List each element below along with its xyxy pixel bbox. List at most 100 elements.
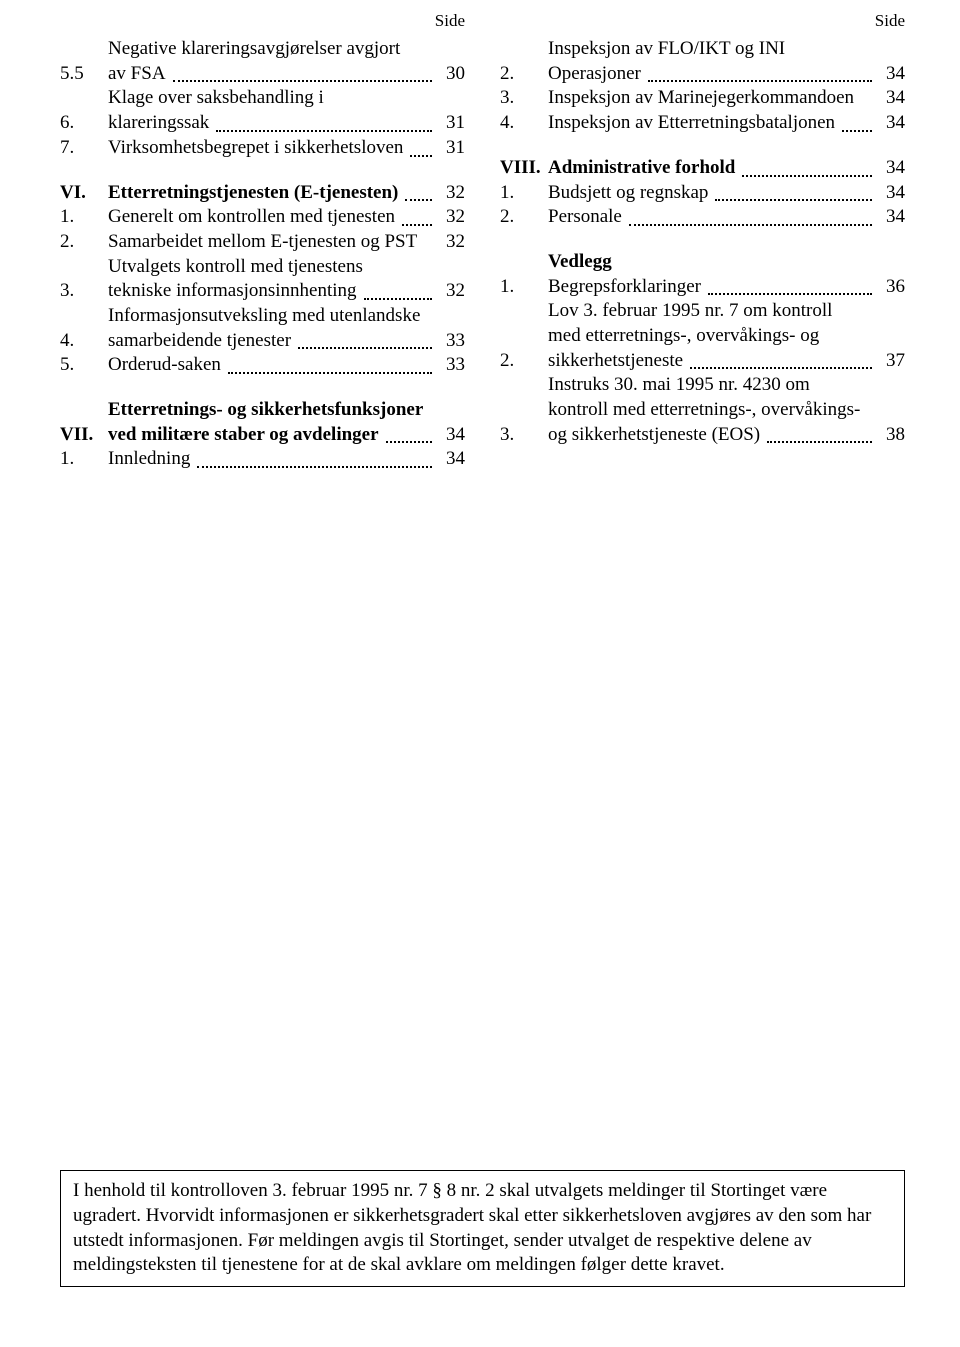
- toc-last-line: og sikkerhetstjeneste (EOS): [548, 423, 875, 448]
- toc-number: 1.: [60, 205, 108, 230]
- toc-last-line: av FSA: [108, 62, 435, 87]
- toc-last-text: ved militære staber og avdelinger: [108, 423, 383, 448]
- toc-text: Utvalgets kontroll med tjenestensteknisk…: [108, 255, 435, 304]
- toc-page-number: 34: [875, 111, 905, 136]
- toc-page-number: 33: [435, 353, 465, 378]
- leader-dots: [767, 441, 872, 443]
- toc-last-text: Inspeksjon av Etterretningsbataljonen: [548, 111, 839, 136]
- toc-page-number: 38: [875, 423, 905, 448]
- leader-dots: [629, 224, 872, 226]
- toc-text: Klage over saksbehandling iklareringssak: [108, 86, 435, 135]
- toc-last-line: klareringssak: [108, 111, 435, 136]
- leader-dots: [216, 130, 432, 132]
- leader-dots: [173, 80, 432, 82]
- toc-last-text: klareringssak: [108, 111, 213, 136]
- toc-text: Orderud-saken: [108, 353, 435, 378]
- toc-number: 2.: [500, 205, 548, 230]
- toc-text: Etterretnings- og sikkerhetsfunksjonerve…: [108, 398, 435, 447]
- section-gap: [60, 378, 465, 398]
- toc-last-line: Etterretningstjenesten (E-tjenesten): [108, 181, 435, 206]
- toc-page-number: 34: [435, 447, 465, 472]
- toc-last-text: Samarbeidet mellom E-tjenesten og PST: [108, 230, 421, 255]
- toc-text-line: med etterretnings-, overvåkings- og: [548, 324, 875, 349]
- toc-last-line: Begrepsforklaringer: [548, 275, 875, 300]
- toc-last-line: Virksomhetsbegrepet i sikkerhetsloven: [108, 136, 435, 161]
- toc-last-line: Samarbeidet mellom E-tjenesten og PST: [108, 230, 435, 255]
- toc-text-line: kontroll med etterretnings-, overvåkings…: [548, 398, 875, 423]
- toc-last-text: Administrative forhold: [548, 156, 739, 181]
- toc-text: Samarbeidet mellom E-tjenesten og PST: [108, 230, 435, 255]
- toc-last-line: Budsjett og regnskap: [548, 181, 875, 206]
- toc-row: 2.Samarbeidet mellom E-tjenesten og PST 3…: [60, 230, 465, 255]
- toc-last-line: ved militære staber og avdelinger: [108, 423, 435, 448]
- toc-text: Administrative forhold: [548, 156, 875, 181]
- toc-page-number: 34: [875, 62, 905, 87]
- leader-dots: [410, 155, 432, 157]
- toc-page-number: 36: [875, 275, 905, 300]
- toc-last-text: samarbeidende tjenester: [108, 329, 295, 354]
- toc-text: Inspeksjon av FLO/IKT og INIOperasjoner: [548, 37, 875, 86]
- toc-text-line: Informasjonsutveksling med utenlandske: [108, 304, 435, 329]
- toc-row: 2.Personale34: [500, 205, 905, 230]
- toc-number: VI.: [60, 181, 108, 206]
- section-gap: [500, 136, 905, 156]
- toc-last-text: Budsjett og regnskap: [548, 181, 712, 206]
- toc-row: 7.Virksomhetsbegrepet i sikkerhetsloven 3…: [60, 136, 465, 161]
- toc-page-number: 32: [435, 230, 465, 255]
- leader-dots: [715, 199, 872, 201]
- toc-last-text: Virksomhetsbegrepet i sikkerhetsloven: [108, 136, 407, 161]
- toc-last-text: sikkerhetstjeneste: [548, 349, 687, 374]
- document-page: Side 5.5Negative klareringsavgjørelser a…: [0, 0, 960, 472]
- left-column: Side 5.5Negative klareringsavgjørelser a…: [60, 10, 465, 472]
- toc-last-line: Operasjoner: [548, 62, 875, 87]
- toc-text: Personale: [548, 205, 875, 230]
- toc-page-number: 31: [435, 136, 465, 161]
- toc-row: 3.Inspeksjon av Marinejegerkommandoen34: [500, 86, 905, 111]
- toc-last-line: Orderud-saken: [108, 353, 435, 378]
- toc-page-number: 32: [435, 181, 465, 206]
- toc-page-number: 34: [875, 156, 905, 181]
- toc-row: 5.5Negative klareringsavgjørelser avgjor…: [60, 37, 465, 86]
- side-label-left: Side: [60, 10, 465, 32]
- toc-number: 2.: [60, 230, 108, 255]
- toc-number: 7.: [60, 136, 108, 161]
- leader-dots: [842, 130, 872, 132]
- toc-text: Inspeksjon av Etterretningsbataljonen: [548, 111, 875, 136]
- toc-row: 4.Inspeksjon av Etterretningsbataljonen3…: [500, 111, 905, 136]
- leader-dots: [648, 80, 872, 82]
- toc-text-line: Etterretnings- og sikkerhetsfunksjoner: [108, 398, 435, 423]
- leader-dots: [405, 199, 432, 201]
- left-toc-list: 5.5Negative klareringsavgjørelser avgjor…: [60, 37, 465, 472]
- toc-page-number: 34: [875, 86, 905, 111]
- leader-dots: [197, 466, 432, 468]
- toc-text-line: Klage over saksbehandling i: [108, 86, 435, 111]
- toc-last-text: Personale: [548, 205, 626, 230]
- side-label-right: Side: [500, 10, 905, 32]
- section-gap: [60, 161, 465, 181]
- toc-last-line: Inspeksjon av Marinejegerkommandoen: [548, 86, 875, 111]
- toc-text: Budsjett og regnskap: [548, 181, 875, 206]
- toc-last-line: Inspeksjon av Etterretningsbataljonen: [548, 111, 875, 136]
- leader-dots: [742, 175, 872, 177]
- toc-last-text: Orderud-saken: [108, 353, 225, 378]
- toc-last-text: og sikkerhetstjeneste (EOS): [548, 423, 764, 448]
- toc-number: 2.: [500, 349, 548, 374]
- toc-text: Instruks 30. mai 1995 nr. 4230 omkontrol…: [548, 373, 875, 447]
- toc-text-line: Negative klareringsavgjørelser avgjort: [108, 37, 435, 62]
- toc-page-number: 31: [435, 111, 465, 136]
- toc-row: 3.Utvalgets kontroll med tjenestenstekni…: [60, 255, 465, 304]
- toc-row: VI.Etterretningstjenesten (E-tjenesten)3…: [60, 181, 465, 206]
- toc-last-line: Personale: [548, 205, 875, 230]
- toc-text: Inspeksjon av Marinejegerkommandoen: [548, 86, 875, 111]
- toc-text-line: Utvalgets kontroll med tjenestens: [108, 255, 435, 280]
- toc-page-number: 34: [435, 423, 465, 448]
- toc-row: 1.Budsjett og regnskap34: [500, 181, 905, 206]
- toc-text: Lov 3. februar 1995 nr. 7 om kontrollmed…: [548, 299, 875, 373]
- toc-text: Negative klareringsavgjørelser avgjortav…: [108, 37, 435, 86]
- toc-text-line: Lov 3. februar 1995 nr. 7 om kontroll: [548, 299, 875, 324]
- toc-columns: Side 5.5Negative klareringsavgjørelser a…: [60, 10, 905, 472]
- toc-text-line: Inspeksjon av FLO/IKT og INI: [548, 37, 875, 62]
- toc-last-line: tekniske informasjonsinnhenting: [108, 279, 435, 304]
- toc-row: 3.Instruks 30. mai 1995 nr. 4230 omkontr…: [500, 373, 905, 447]
- toc-text: Informasjonsutveksling med utenlandskesa…: [108, 304, 435, 353]
